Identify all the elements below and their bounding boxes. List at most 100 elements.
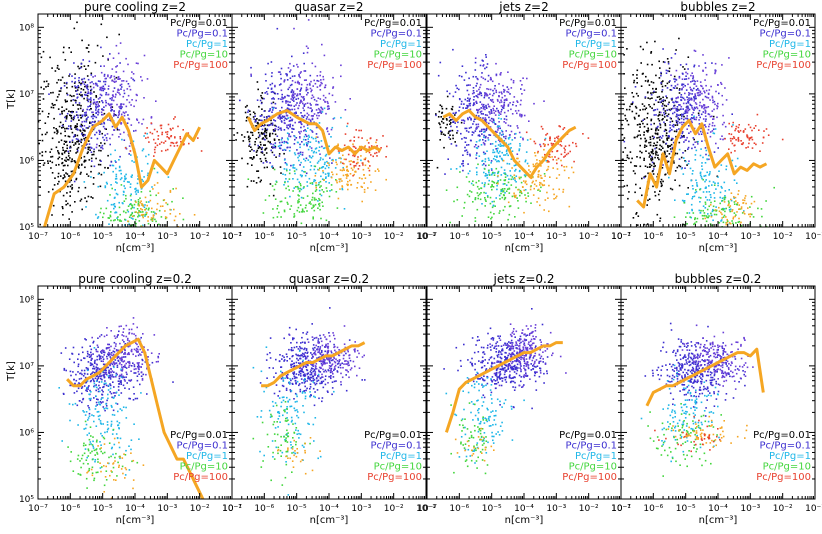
scatter-point: [326, 128, 328, 130]
scatter-point: [532, 194, 535, 196]
scatter-point: [283, 115, 286, 118]
scatter-point: [500, 101, 503, 103]
scatter-point: [274, 128, 276, 130]
scatter-point: [306, 51, 309, 54]
scatter-point: [76, 134, 79, 137]
scatter-point: [492, 89, 494, 92]
scatter-point: [450, 168, 452, 170]
scatter-point: [79, 140, 81, 142]
scatter-point: [319, 71, 322, 73]
scatter-point: [77, 114, 79, 117]
scatter-point: [483, 171, 485, 174]
scatter-point: [301, 174, 303, 177]
scatter-point: [523, 211, 525, 214]
scatter-point: [481, 133, 483, 135]
legend: Pc/Pg=0.01Pc/Pg=0.1Pc/Pg=1Pc/Pg=10Pc/Pg=…: [364, 18, 422, 71]
scatter-point: [375, 151, 378, 154]
scatter-point: [634, 172, 636, 175]
scatter-point: [147, 209, 150, 211]
scatter-point: [461, 119, 463, 122]
scatter-point: [370, 145, 373, 147]
scatter-point: [525, 174, 528, 176]
scatter-point: [475, 157, 478, 160]
scatter-point: [73, 160, 76, 162]
scatter-point: [501, 158, 503, 161]
scatter-point: [509, 93, 511, 95]
scatter-point: [268, 110, 270, 112]
scatter-point: [256, 99, 259, 101]
scatter-point: [123, 114, 126, 117]
scatter-point: [476, 147, 479, 150]
scatter-point: [265, 160, 267, 162]
scatter-point: [702, 111, 705, 113]
scatter-point: [485, 173, 487, 175]
scatter-point: [681, 199, 684, 202]
scatter-point: [317, 140, 320, 143]
scatter-point: [500, 105, 503, 107]
scatter-point: [68, 135, 71, 138]
scatter-point: [687, 109, 690, 112]
scatter-point: [138, 210, 140, 212]
scatter-point: [568, 177, 570, 179]
scatter-point: [63, 140, 66, 143]
scatter-point: [270, 122, 273, 125]
scatter-point: [694, 191, 696, 194]
scatter-point: [81, 132, 84, 134]
scatter-point: [68, 152, 70, 155]
scatter-point: [712, 208, 714, 211]
scatter-point: [278, 155, 281, 157]
scatter-point: [647, 79, 649, 82]
scatter-point: [306, 93, 308, 96]
scatter-point: [50, 167, 52, 169]
legend-entry: Pc/Pg=0.01: [170, 18, 228, 29]
scatter-point: [146, 78, 149, 80]
scatter-point: [299, 137, 301, 139]
scatter-point: [86, 173, 88, 175]
scatter-point: [556, 136, 558, 139]
scatter-point: [118, 33, 120, 36]
scatter-point: [511, 167, 513, 169]
scatter-point: [106, 139, 108, 142]
scatter-point: [475, 114, 478, 117]
scatter-point: [490, 117, 493, 120]
scatter-point: [327, 166, 330, 169]
scatter-point: [520, 115, 523, 118]
scatter-point: [462, 160, 464, 162]
scatter-point: [52, 91, 54, 94]
scatter-point: [692, 196, 694, 198]
scatter-point: [547, 197, 549, 199]
scatter-point: [463, 136, 466, 139]
scatter-point: [704, 207, 707, 209]
scatter-point: [486, 93, 488, 96]
scatter-point: [452, 112, 455, 115]
scatter-point: [107, 102, 110, 105]
scatter-point: [518, 176, 521, 179]
scatter-point: [71, 85, 74, 88]
scatter-point: [145, 201, 148, 203]
scatter-point: [306, 102, 309, 104]
scatter-point: [326, 100, 329, 103]
scatter-point: [298, 104, 300, 107]
scatter-point: [639, 45, 642, 48]
scatter-point: [649, 97, 651, 100]
scatter-point: [87, 100, 89, 103]
scatter-point: [260, 131, 263, 134]
scatter-point: [519, 194, 521, 197]
scatter-point: [632, 101, 634, 103]
scatter-point: [712, 128, 715, 130]
scatter-point: [520, 113, 523, 116]
scatter-point: [299, 72, 302, 74]
scatter-point: [670, 117, 672, 120]
scatter-point: [260, 94, 262, 97]
scatter-point: [644, 80, 647, 82]
scatter-point: [247, 136, 250, 139]
scatter-point: [100, 146, 102, 149]
scatter-point: [668, 81, 670, 83]
scatter-point: [692, 170, 694, 172]
scatter-point: [110, 219, 112, 222]
scatter-point: [605, 171, 607, 173]
scatter-point: [649, 141, 652, 144]
scatter-point: [704, 110, 707, 113]
scatter-point: [306, 135, 308, 138]
scatter-point: [689, 118, 692, 120]
